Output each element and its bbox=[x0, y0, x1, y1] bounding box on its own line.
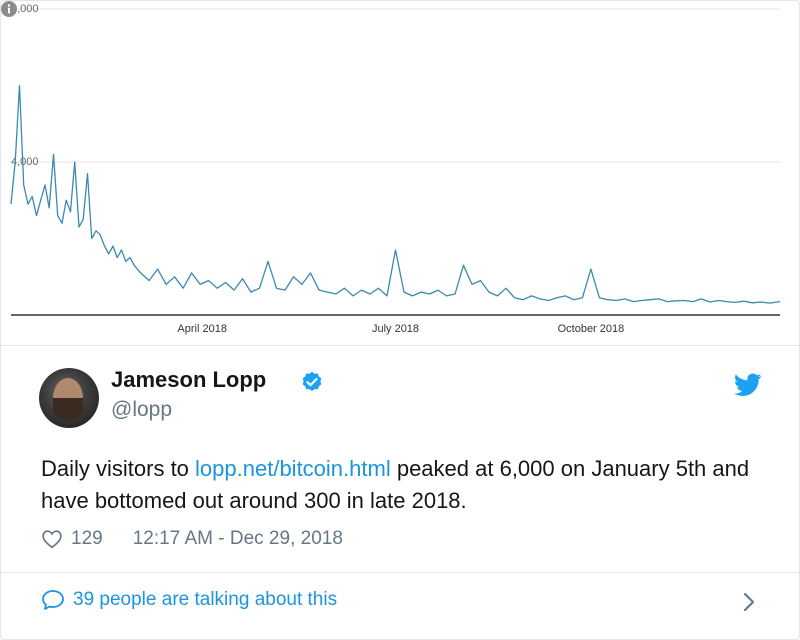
visitors-line-chart: 8,000 4,000 April 2018 July 2018 October 201… bbox=[10, 3, 781, 335]
tweet-timestamp[interactable]: 12:17 AM - Dec 29, 2018 bbox=[132, 528, 343, 549]
like-count[interactable]: 129 bbox=[71, 528, 103, 549]
author-name[interactable]: Jameson Lopp bbox=[111, 367, 267, 392]
avatar-beard bbox=[53, 398, 83, 420]
reply-bubble-icon bbox=[42, 590, 64, 610]
tweet-text: Daily visitors to lopp.net/bitcoin.html … bbox=[41, 453, 771, 517]
y-tick-label: 8,000 bbox=[11, 3, 39, 15]
chart-image[interactable]: 8,000 4,000 April 2018 July 2018 October 201… bbox=[1, 1, 799, 345]
tweet-meta: 129 12:17 AM - Dec 29, 2018 bbox=[41, 527, 343, 551]
chevron-right-icon[interactable] bbox=[742, 591, 756, 613]
visitors-series-line bbox=[10, 84, 781, 304]
chart-divider bbox=[1, 345, 799, 346]
info-icon[interactable] bbox=[1, 1, 17, 17]
verified-badge-icon bbox=[302, 371, 322, 391]
author-handle[interactable]: @lopp bbox=[111, 398, 173, 421]
tweet-link[interactable]: lopp.net/bitcoin.html bbox=[195, 456, 391, 481]
tweet-text-before: Daily visitors to bbox=[41, 456, 196, 481]
x-tick-label: October 2018 bbox=[558, 323, 625, 335]
heart-icon[interactable] bbox=[41, 528, 63, 550]
twitter-bird-icon[interactable] bbox=[734, 373, 762, 397]
conversation-text[interactable]: 39 people are talking about this bbox=[73, 589, 338, 610]
y-tick-label: 4,000 bbox=[11, 156, 39, 168]
avatar[interactable] bbox=[39, 368, 99, 428]
footer-divider bbox=[1, 572, 799, 573]
conversation-link[interactable]: 39 people are talking about this bbox=[41, 589, 337, 611]
x-tick-label: July 2018 bbox=[372, 323, 419, 335]
tweet-text-after: peaked at 6,000 on January 5th and have … bbox=[41, 456, 750, 513]
x-tick-label: April 2018 bbox=[177, 323, 227, 335]
